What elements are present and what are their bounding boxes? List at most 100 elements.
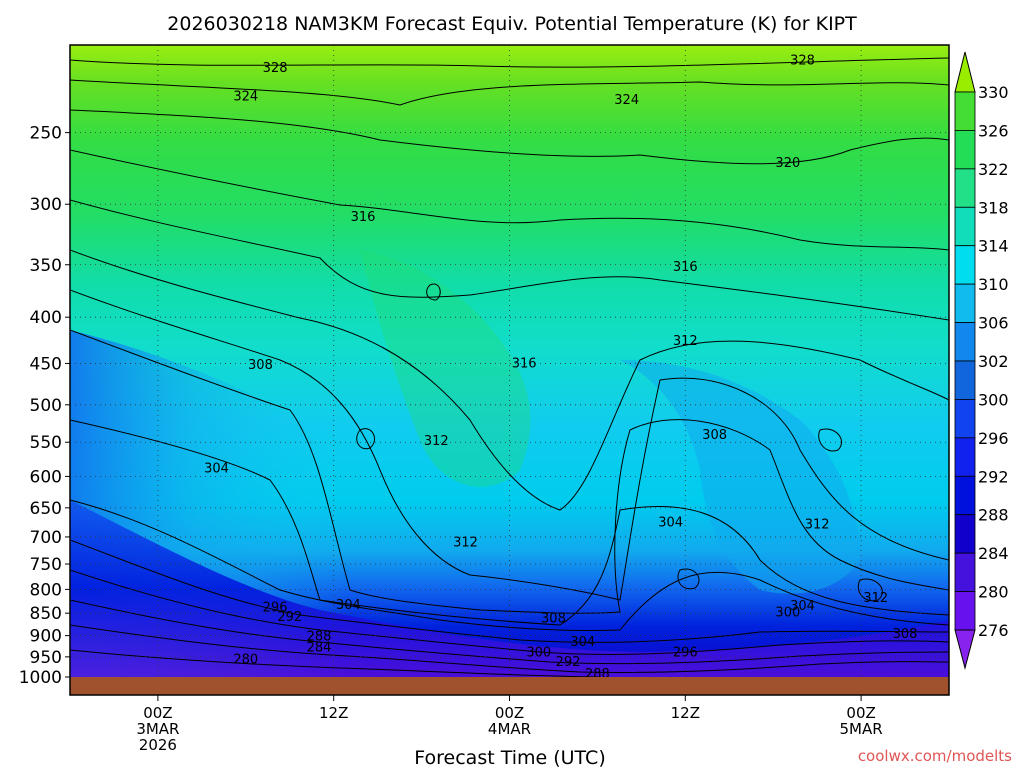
colorbar-segment [954,130,976,170]
contour-label: 312 [453,536,478,551]
colorbar-label: 326 [978,121,1009,140]
x-axis-label: Forecast Time (UTC) [414,747,605,768]
contour-label: 324 [233,89,258,104]
contour-line [356,428,375,450]
contour-label: 312 [424,434,449,449]
contour-label: 292 [277,610,302,625]
y-tick-label: 650 [30,499,62,519]
contour-label: 280 [233,652,258,667]
contour-label: 296 [263,601,288,616]
credit-text: coolwx.com/modelts [858,747,1012,765]
colorbar-label: 310 [978,275,1009,294]
contour-label: 296 [673,646,698,661]
x-tick-label: 12Z [671,704,700,722]
colorbar-label: 280 [978,583,1009,602]
chart-title: 2026030218 NAM3KM Forecast Equiv. Potent… [167,13,857,35]
x-tick-label: 00Z [846,704,875,722]
y-tick-label: 250 [30,124,62,144]
y-tick-label: 400 [30,308,62,328]
colorbar-segment [954,168,976,208]
y-tick-label: 600 [30,467,62,487]
contour-line [70,329,949,614]
x-tick-label: 5MAR [840,720,883,738]
contour-label: 316 [673,260,698,275]
y-tick-label: 700 [30,528,62,548]
contour-line [426,283,441,301]
contour-line [857,578,883,602]
contour-line [70,149,949,251]
colorbar: 330 326 322 318 314 310 306 302 300 296 292 288 284 2… [954,51,1009,670]
colorbar-segment [954,437,976,477]
pbl-cold-layer [70,500,949,677]
colorbar-segment [954,245,976,285]
contour-label: 312 [863,591,888,606]
colorbar-segment [954,322,976,362]
contour-label: 320 [775,156,800,171]
y-tick-label: 300 [30,195,62,215]
contour-labels: 328 328 324 324 320 316 316 316 312 312 312 312 312 3… [204,53,917,682]
contour-line [677,568,700,590]
colorbar-label: 322 [978,160,1009,179]
colorbar-segment [954,514,976,554]
contour-label: 324 [614,93,639,108]
y-tick-label: 750 [30,555,62,575]
contour-label: 300 [526,646,551,661]
contour-label: 312 [805,517,830,532]
y-tick-label: 900 [30,627,62,647]
contour-line [70,249,949,511]
x-tick-label: 00Z [495,704,524,722]
colorbar-segment [954,360,976,400]
contour-line [70,57,949,68]
colorbar-segment [954,552,976,592]
contour-line [70,419,949,626]
contour-line [70,624,949,674]
y-axis: 250 300 350 400 450 500 550 600 650 700 750 800 850 9… [19,124,70,688]
colorbar-bottom-triangle [954,629,976,670]
contour-line [70,569,949,655]
colorbar-label: 302 [978,352,1009,371]
contour-label: 308 [702,428,727,443]
contour-line [70,79,949,106]
contour-label: 328 [263,61,288,76]
colorbar-label: 276 [978,621,1009,640]
contour-label: 304 [570,635,595,650]
ground [70,677,949,695]
contour-line [70,109,949,165]
contour-label: 288 [307,629,332,644]
contour-line [70,199,949,321]
y-tick-label: 800 [30,580,62,600]
contour-label: 304 [204,461,229,476]
colorbar-label: 330 [978,83,1009,102]
plot-area: 328 328 324 324 320 316 316 316 312 312 312 312 312 3… [70,45,949,682]
colorbar-segment [954,399,976,439]
contour-line [818,428,843,452]
contour-label: 292 [556,655,581,670]
contour-label: 304 [658,516,683,531]
contour-label: 308 [248,358,273,373]
contour-label: 328 [790,53,815,68]
colorbar-top-triangle [954,51,976,93]
y-tick-label: 950 [30,648,62,668]
dry-tongue [620,360,860,594]
x-tick-label: 00Z [143,704,172,722]
vertical-grid [157,45,862,677]
contour-label: 288 [585,667,610,682]
colorbar-label: 296 [978,429,1009,448]
contour-label: 304 [336,598,361,613]
x-tick-label: 4MAR [488,720,531,738]
colorbar-label: 318 [978,198,1009,217]
contour-label: 316 [512,356,537,371]
colorbar-label: 314 [978,237,1009,256]
x-tick-label: 2026 [139,736,177,754]
colorbar-label: 300 [978,390,1009,409]
grid [70,45,949,677]
y-tick-label: 550 [30,433,62,453]
moist-column [360,250,531,487]
colorbar-label: 284 [978,544,1009,563]
colorbar-segment [954,475,976,516]
contour-label: 300 [775,605,800,620]
colorbar-segment [954,283,976,323]
y-tick-label: 500 [30,396,62,416]
contour-label: 308 [541,612,566,627]
